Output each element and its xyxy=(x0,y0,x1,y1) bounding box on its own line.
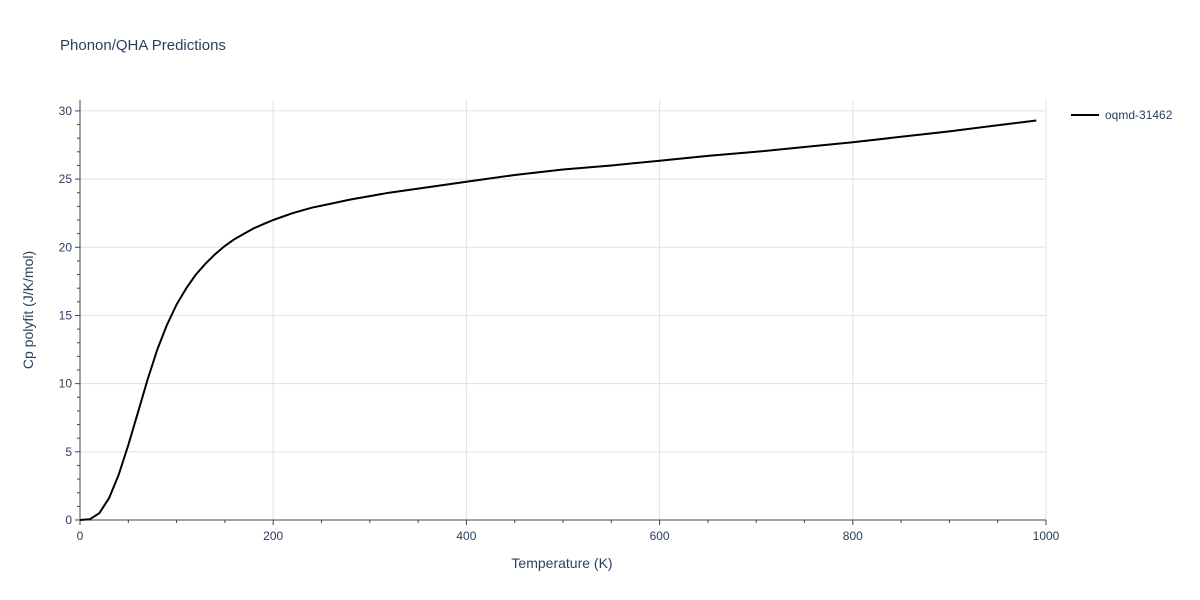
y-tick-label: 5 xyxy=(65,445,72,459)
x-tick-label: 800 xyxy=(843,529,863,543)
y-tick-label: 15 xyxy=(59,308,73,322)
x-tick-label: 1000 xyxy=(1033,529,1060,543)
series-line xyxy=(79,119,1037,521)
x-axis-title: Temperature (K) xyxy=(511,555,612,571)
x-tick-label: 200 xyxy=(263,529,283,543)
y-axis-title: Cp polyfit (J/K/mol) xyxy=(20,251,36,369)
y-tick-label: 30 xyxy=(59,104,73,118)
grid xyxy=(80,100,1047,520)
legend-label: oqmd-31462 xyxy=(1105,108,1173,122)
chart-title: Phonon/QHA Predictions xyxy=(60,37,226,54)
x-tick-label: 600 xyxy=(650,529,670,543)
y-tick-label: 0 xyxy=(65,513,72,527)
axes: 0 200 400 600 800 1000 0 5 10 15 20 25 30 xyxy=(59,100,1060,543)
y-tick-label: 20 xyxy=(59,240,73,254)
x-tick-label: 400 xyxy=(456,529,476,543)
y-tick-label: 10 xyxy=(59,377,73,391)
legend[interactable]: oqmd-31462 xyxy=(1071,108,1173,122)
x-tick-label: 0 xyxy=(77,529,84,543)
y-tick-label: 25 xyxy=(59,172,73,186)
series-layer xyxy=(79,119,1037,521)
